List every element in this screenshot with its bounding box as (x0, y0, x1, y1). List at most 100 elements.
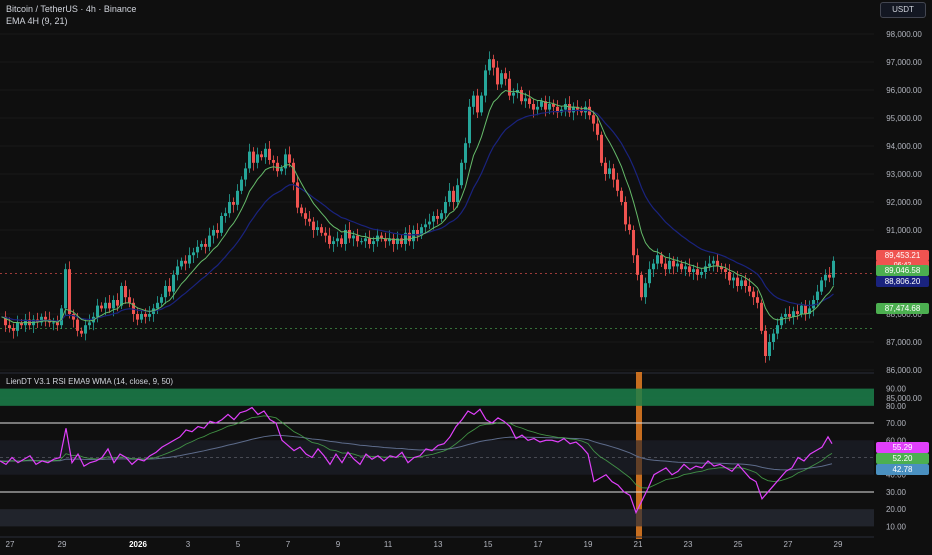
price-tick-label: 85,000.00 (886, 394, 922, 403)
currency-button[interactable]: USDT (880, 2, 926, 18)
candle-body (432, 216, 435, 222)
candle-body (240, 179, 243, 191)
candle-body (424, 224, 427, 228)
candle-body (308, 218, 311, 222)
candle-body (236, 190, 239, 205)
price-tick-label: 97,000.00 (886, 58, 922, 67)
x-tick-label: 11 (384, 540, 393, 549)
candle-body (172, 274, 175, 292)
rsi-indicator-legend[interactable]: LienDT V3.1 RSI EMA9 WMA (14, close, 9, … (6, 377, 174, 386)
candle-body (716, 260, 719, 267)
candle-body (616, 179, 619, 191)
candle-body (744, 280, 747, 286)
candle-body (56, 322, 59, 326)
candle-body (180, 260, 183, 267)
candle-body (768, 342, 771, 356)
candle-body (788, 314, 791, 317)
x-tick-label: 5 (236, 540, 241, 549)
candle-body (552, 104, 555, 107)
rsi-tick-label: 60.00 (886, 436, 907, 445)
candle-body (188, 255, 191, 264)
candle-body (504, 73, 507, 79)
candle-body (288, 154, 291, 163)
ema9-line (1, 89, 834, 324)
wma-rsi-badge: 42.78 (876, 464, 929, 475)
rsi-ema9-line (0, 415, 833, 489)
candle-body (720, 266, 723, 270)
rsi-value-badge: 55.29 (876, 442, 929, 453)
candle-body (540, 101, 543, 107)
candle-body (784, 314, 787, 317)
candle-body (688, 266, 691, 272)
candle-body (396, 238, 399, 244)
candle-body (676, 263, 679, 267)
x-tick-label: 15 (484, 540, 493, 549)
candle-body (420, 227, 423, 236)
candle-body (40, 316, 43, 323)
x-tick-label: 29 (58, 540, 67, 549)
price-tick-label: 98,000.00 (886, 30, 922, 39)
candle-body (392, 238, 395, 244)
candle-body (652, 263, 655, 270)
candle-body (8, 325, 11, 328)
candle-body (748, 286, 751, 292)
candle-body (124, 286, 127, 298)
candle-body (448, 190, 451, 202)
candle-body (80, 330, 83, 334)
candle-body (348, 230, 351, 239)
candle-body (468, 106, 471, 144)
x-tick-label: 27 (6, 540, 15, 549)
candle-body (204, 244, 207, 247)
candle-body (508, 78, 511, 96)
price-tick-label: 88,000.00 (886, 310, 922, 319)
candle-body (780, 316, 783, 326)
candle-body (472, 95, 475, 107)
x-tick-label: 23 (684, 540, 693, 549)
candle-body (4, 316, 7, 326)
candle-body (532, 104, 535, 110)
rsi-tick-label: 80.00 (886, 402, 907, 411)
candle-body (328, 235, 331, 244)
candle-body (656, 255, 659, 264)
candle-body (76, 319, 79, 331)
candle-body (64, 269, 67, 309)
candle-body (708, 263, 711, 267)
candle-body (116, 300, 119, 306)
candle-body (360, 241, 363, 243)
candle-body (304, 213, 307, 219)
candle-body (132, 302, 135, 314)
x-tick-label: 21 (634, 540, 643, 549)
candle-body (216, 230, 219, 233)
candle-body (628, 224, 631, 230)
candle-body (220, 216, 223, 233)
candle-body (484, 70, 487, 96)
candle-body (228, 202, 231, 214)
candle-body (340, 238, 343, 244)
candle-body (256, 154, 259, 163)
candle-body (756, 297, 759, 303)
candle-body (488, 59, 491, 71)
x-tick-label: 2026 (129, 540, 147, 549)
candle-body (368, 238, 371, 244)
candle-body (712, 260, 715, 264)
candle-body (176, 266, 179, 275)
candle-body (100, 305, 103, 309)
x-tick-label: 19 (584, 540, 593, 549)
candle-body (316, 227, 319, 230)
candle-body (280, 168, 283, 172)
candle-body (292, 162, 295, 183)
candle-body (624, 202, 627, 225)
x-tick-label: 9 (336, 540, 341, 549)
candle-body (104, 302, 107, 309)
candle-body (260, 154, 263, 158)
ema-indicator-legend[interactable]: EMA 4H (9, 21) (6, 16, 68, 26)
candle-body (192, 252, 195, 256)
candle-body (148, 314, 151, 317)
price-tick-label: 92,000.00 (886, 198, 922, 207)
rsi-overbought-zone (0, 388, 874, 406)
candle-body (264, 148, 267, 158)
candle-body (16, 322, 19, 331)
candle-body (300, 207, 303, 214)
